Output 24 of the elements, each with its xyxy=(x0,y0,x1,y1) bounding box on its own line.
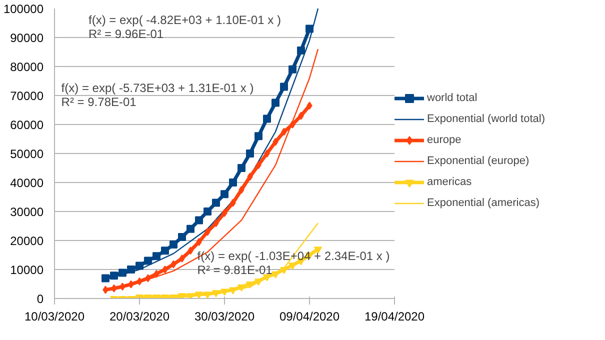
y-tick-label: 90000 xyxy=(10,31,44,45)
y-tick-label: 50000 xyxy=(10,147,44,161)
annotation: f(x) = exp( -5.73E+03 + 1.31E-01 x ) R² = 9.78E-01 xyxy=(61,81,254,109)
legend-label: americas xyxy=(427,176,472,188)
y-tick-label: 80000 xyxy=(10,60,44,74)
y-tick-label: 60000 xyxy=(10,118,44,132)
y-tick-label: 100000 xyxy=(3,2,44,16)
x-tick-label: 20/03/2020 xyxy=(109,310,170,324)
annotation: f(x) = exp( -4.82E+03 + 1.10E-01 x ) R² = 9.96E-01 xyxy=(88,12,281,41)
legend-label: world total xyxy=(427,92,478,104)
y-tick-label: 40000 xyxy=(10,176,44,190)
y-tick-label: 70000 xyxy=(10,89,44,103)
x-tick-label: 10/03/2020 xyxy=(24,310,85,324)
x-tick-label: 09/04/2020 xyxy=(279,310,340,324)
y-tick-label: 30000 xyxy=(10,205,44,219)
legend-label: Exponential (europe) xyxy=(427,155,530,167)
y-tick-label: 10000 xyxy=(10,263,44,277)
y-tick-label: 0 xyxy=(36,292,44,306)
x-tick-label: 30/03/2020 xyxy=(194,310,255,324)
x-tick-label: 19/04/2020 xyxy=(364,310,425,324)
legend-label: europe xyxy=(427,134,462,146)
y-tick-label: 20000 xyxy=(10,234,44,248)
legend-label: Exponential (americas) xyxy=(427,197,540,209)
legend-label: Exponential (world total) xyxy=(427,113,546,125)
